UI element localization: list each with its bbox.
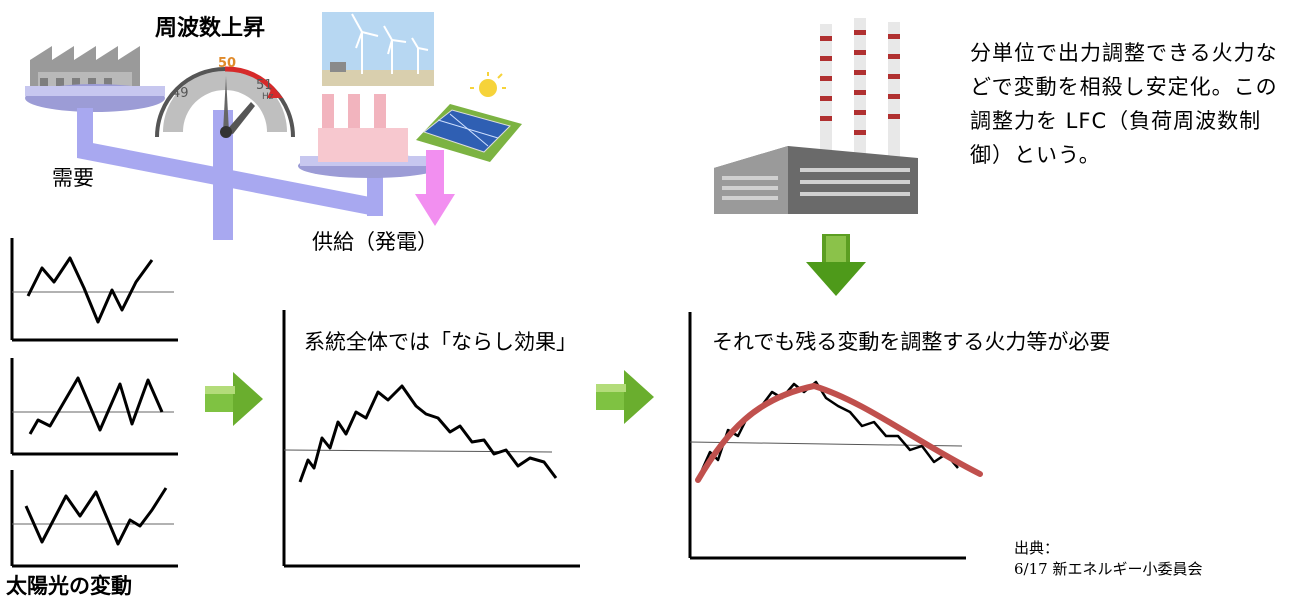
thermal-plant-icon [318, 94, 408, 162]
green-right-arrow-icon-2 [596, 370, 654, 424]
frequency-rise-label: 周波数上昇 [155, 16, 266, 41]
thermal-power-plant-icon [714, 18, 918, 214]
pink-down-arrow-icon [415, 150, 455, 226]
smoothing-effect-label: 系統全体では「ならし効果」 [304, 330, 577, 354]
source-citation: 出典： 6/17 新エネルギー小委員会 [1014, 538, 1202, 580]
wind-turbine-icon [322, 12, 434, 86]
supply-label: 供給（発電） [312, 230, 438, 254]
demand-label: 需要 [52, 166, 94, 190]
frequency-gauge [155, 66, 295, 138]
source-label: 出典： [1014, 539, 1060, 557]
remaining-variation-chart [688, 312, 983, 560]
solar-variation-label: 太陽光の変動 [6, 574, 132, 598]
solar-variation-chart-3 [10, 470, 178, 568]
remaining-variation-label: それでも残る変動を調整する火力等が必要 [712, 330, 1111, 354]
lfc-description: 分単位で出力調整できる火力などで変動を相殺し安定化。この調整力を LFC（負荷周… [970, 41, 1278, 167]
green-down-arrow-icon [806, 234, 866, 296]
gauge-unit: Hz [262, 92, 274, 102]
gauge-value-49: 49 [172, 86, 189, 101]
solar-variation-chart-2 [10, 358, 178, 456]
solar-variation-chart-1 [10, 238, 178, 342]
green-right-arrow-icon [205, 372, 263, 426]
gauge-value-50: 50 [218, 56, 237, 71]
smoothing-effect-chart [282, 310, 580, 568]
solar-panel-icon [416, 72, 522, 162]
source-reference: 6/17 新エネルギー小委員会 [1014, 560, 1203, 578]
gauge-value-51: 51 [256, 78, 273, 93]
